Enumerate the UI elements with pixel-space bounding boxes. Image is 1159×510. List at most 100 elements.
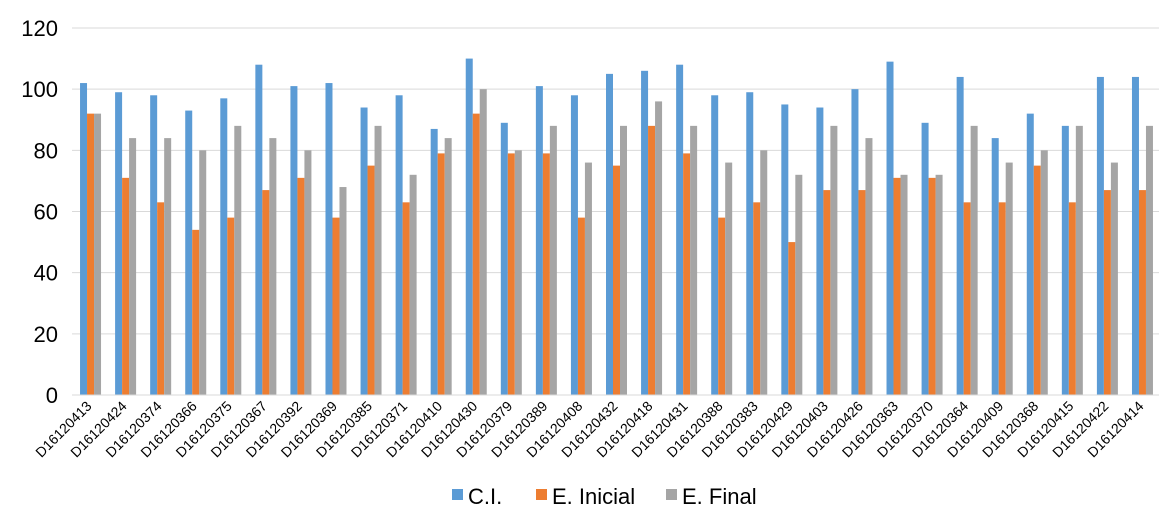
bar bbox=[1103, 190, 1111, 395]
bar bbox=[641, 70, 649, 396]
x-axis: D16120413D16120424D16120374D16120366D161… bbox=[32, 394, 1159, 460]
bar bbox=[1061, 125, 1069, 395]
bar bbox=[676, 64, 684, 395]
bar bbox=[1033, 165, 1041, 395]
bar bbox=[1145, 125, 1153, 395]
bar bbox=[886, 61, 894, 396]
legend-swatch bbox=[666, 489, 677, 500]
bar bbox=[816, 107, 824, 396]
y-axis: 0 20 40 60 80 100 120 bbox=[21, 16, 58, 408]
y-tick-label: 40 bbox=[34, 261, 58, 286]
bar bbox=[234, 125, 242, 395]
bar bbox=[1005, 162, 1013, 395]
bar bbox=[570, 95, 578, 396]
bar bbox=[409, 174, 417, 395]
bar bbox=[921, 122, 929, 395]
bar bbox=[760, 150, 768, 395]
bar bbox=[192, 229, 200, 395]
bar bbox=[900, 174, 908, 395]
bar bbox=[711, 95, 719, 396]
bar bbox=[1040, 150, 1048, 395]
legend-swatch bbox=[452, 489, 463, 500]
bar bbox=[718, 217, 726, 395]
bar bbox=[80, 83, 88, 396]
bar bbox=[991, 138, 999, 395]
bar bbox=[746, 92, 754, 395]
bar bbox=[788, 242, 796, 395]
bar bbox=[830, 125, 838, 395]
legend-label: C.I. bbox=[468, 484, 502, 509]
legend-label: E. Final bbox=[682, 484, 757, 509]
bar bbox=[893, 177, 901, 395]
bar bbox=[956, 76, 964, 395]
bar bbox=[150, 95, 158, 396]
bar bbox=[325, 83, 333, 396]
bar bbox=[683, 153, 691, 395]
y-tick-label: 0 bbox=[46, 383, 58, 408]
legend: C.I. E. Inicial E. Final bbox=[452, 484, 757, 509]
bar bbox=[430, 128, 438, 396]
bar bbox=[262, 190, 270, 395]
bar bbox=[472, 113, 480, 395]
bar bbox=[620, 125, 627, 395]
bar bbox=[87, 113, 95, 395]
bar bbox=[613, 165, 620, 395]
bar bbox=[1075, 125, 1083, 395]
bar bbox=[655, 101, 663, 396]
bar bbox=[269, 138, 277, 395]
bar bbox=[858, 190, 866, 395]
bar bbox=[1096, 76, 1104, 395]
bar bbox=[1026, 113, 1034, 395]
bar bbox=[1110, 162, 1118, 395]
bar bbox=[367, 165, 375, 395]
bar bbox=[395, 95, 403, 396]
bar bbox=[795, 174, 803, 395]
legend-swatch bbox=[536, 489, 547, 500]
y-tick-label: 100 bbox=[21, 77, 58, 102]
bar bbox=[970, 125, 978, 395]
bar bbox=[227, 217, 235, 395]
bar bbox=[465, 58, 473, 395]
bar bbox=[690, 125, 698, 395]
bar bbox=[297, 177, 305, 395]
bar bbox=[332, 217, 340, 395]
bar bbox=[514, 150, 522, 395]
bar bbox=[549, 125, 557, 395]
bar bbox=[507, 153, 515, 395]
bar bbox=[542, 153, 550, 395]
bar bbox=[94, 113, 102, 395]
bar bbox=[928, 177, 936, 395]
bar bbox=[577, 217, 585, 395]
bar bbox=[865, 138, 873, 395]
bar bbox=[584, 162, 592, 395]
bar bbox=[339, 187, 347, 395]
bar bbox=[185, 110, 193, 395]
bar bbox=[437, 153, 445, 395]
y-tick-label: 60 bbox=[34, 200, 58, 225]
bar bbox=[535, 86, 543, 395]
bar bbox=[115, 92, 123, 395]
bar bbox=[606, 73, 613, 395]
bar bbox=[402, 202, 410, 395]
bar bbox=[374, 125, 382, 395]
bar bbox=[199, 150, 207, 395]
y-tick-label: 20 bbox=[34, 322, 58, 347]
bar bbox=[1138, 190, 1146, 395]
bar bbox=[157, 202, 165, 395]
bar bbox=[935, 174, 943, 395]
bar bbox=[753, 202, 761, 395]
bar bbox=[823, 190, 831, 395]
bar bbox=[164, 138, 172, 395]
bar bbox=[851, 89, 859, 396]
bar bbox=[360, 107, 368, 396]
bar bbox=[725, 162, 733, 395]
bar bbox=[479, 89, 487, 396]
bar bbox=[781, 104, 789, 395]
bar bbox=[998, 202, 1006, 395]
bar bbox=[255, 64, 263, 395]
y-tick-label: 80 bbox=[34, 138, 58, 163]
bar bbox=[1131, 76, 1139, 395]
bar bbox=[444, 138, 452, 395]
bar bbox=[963, 202, 971, 395]
bar bbox=[122, 177, 130, 395]
